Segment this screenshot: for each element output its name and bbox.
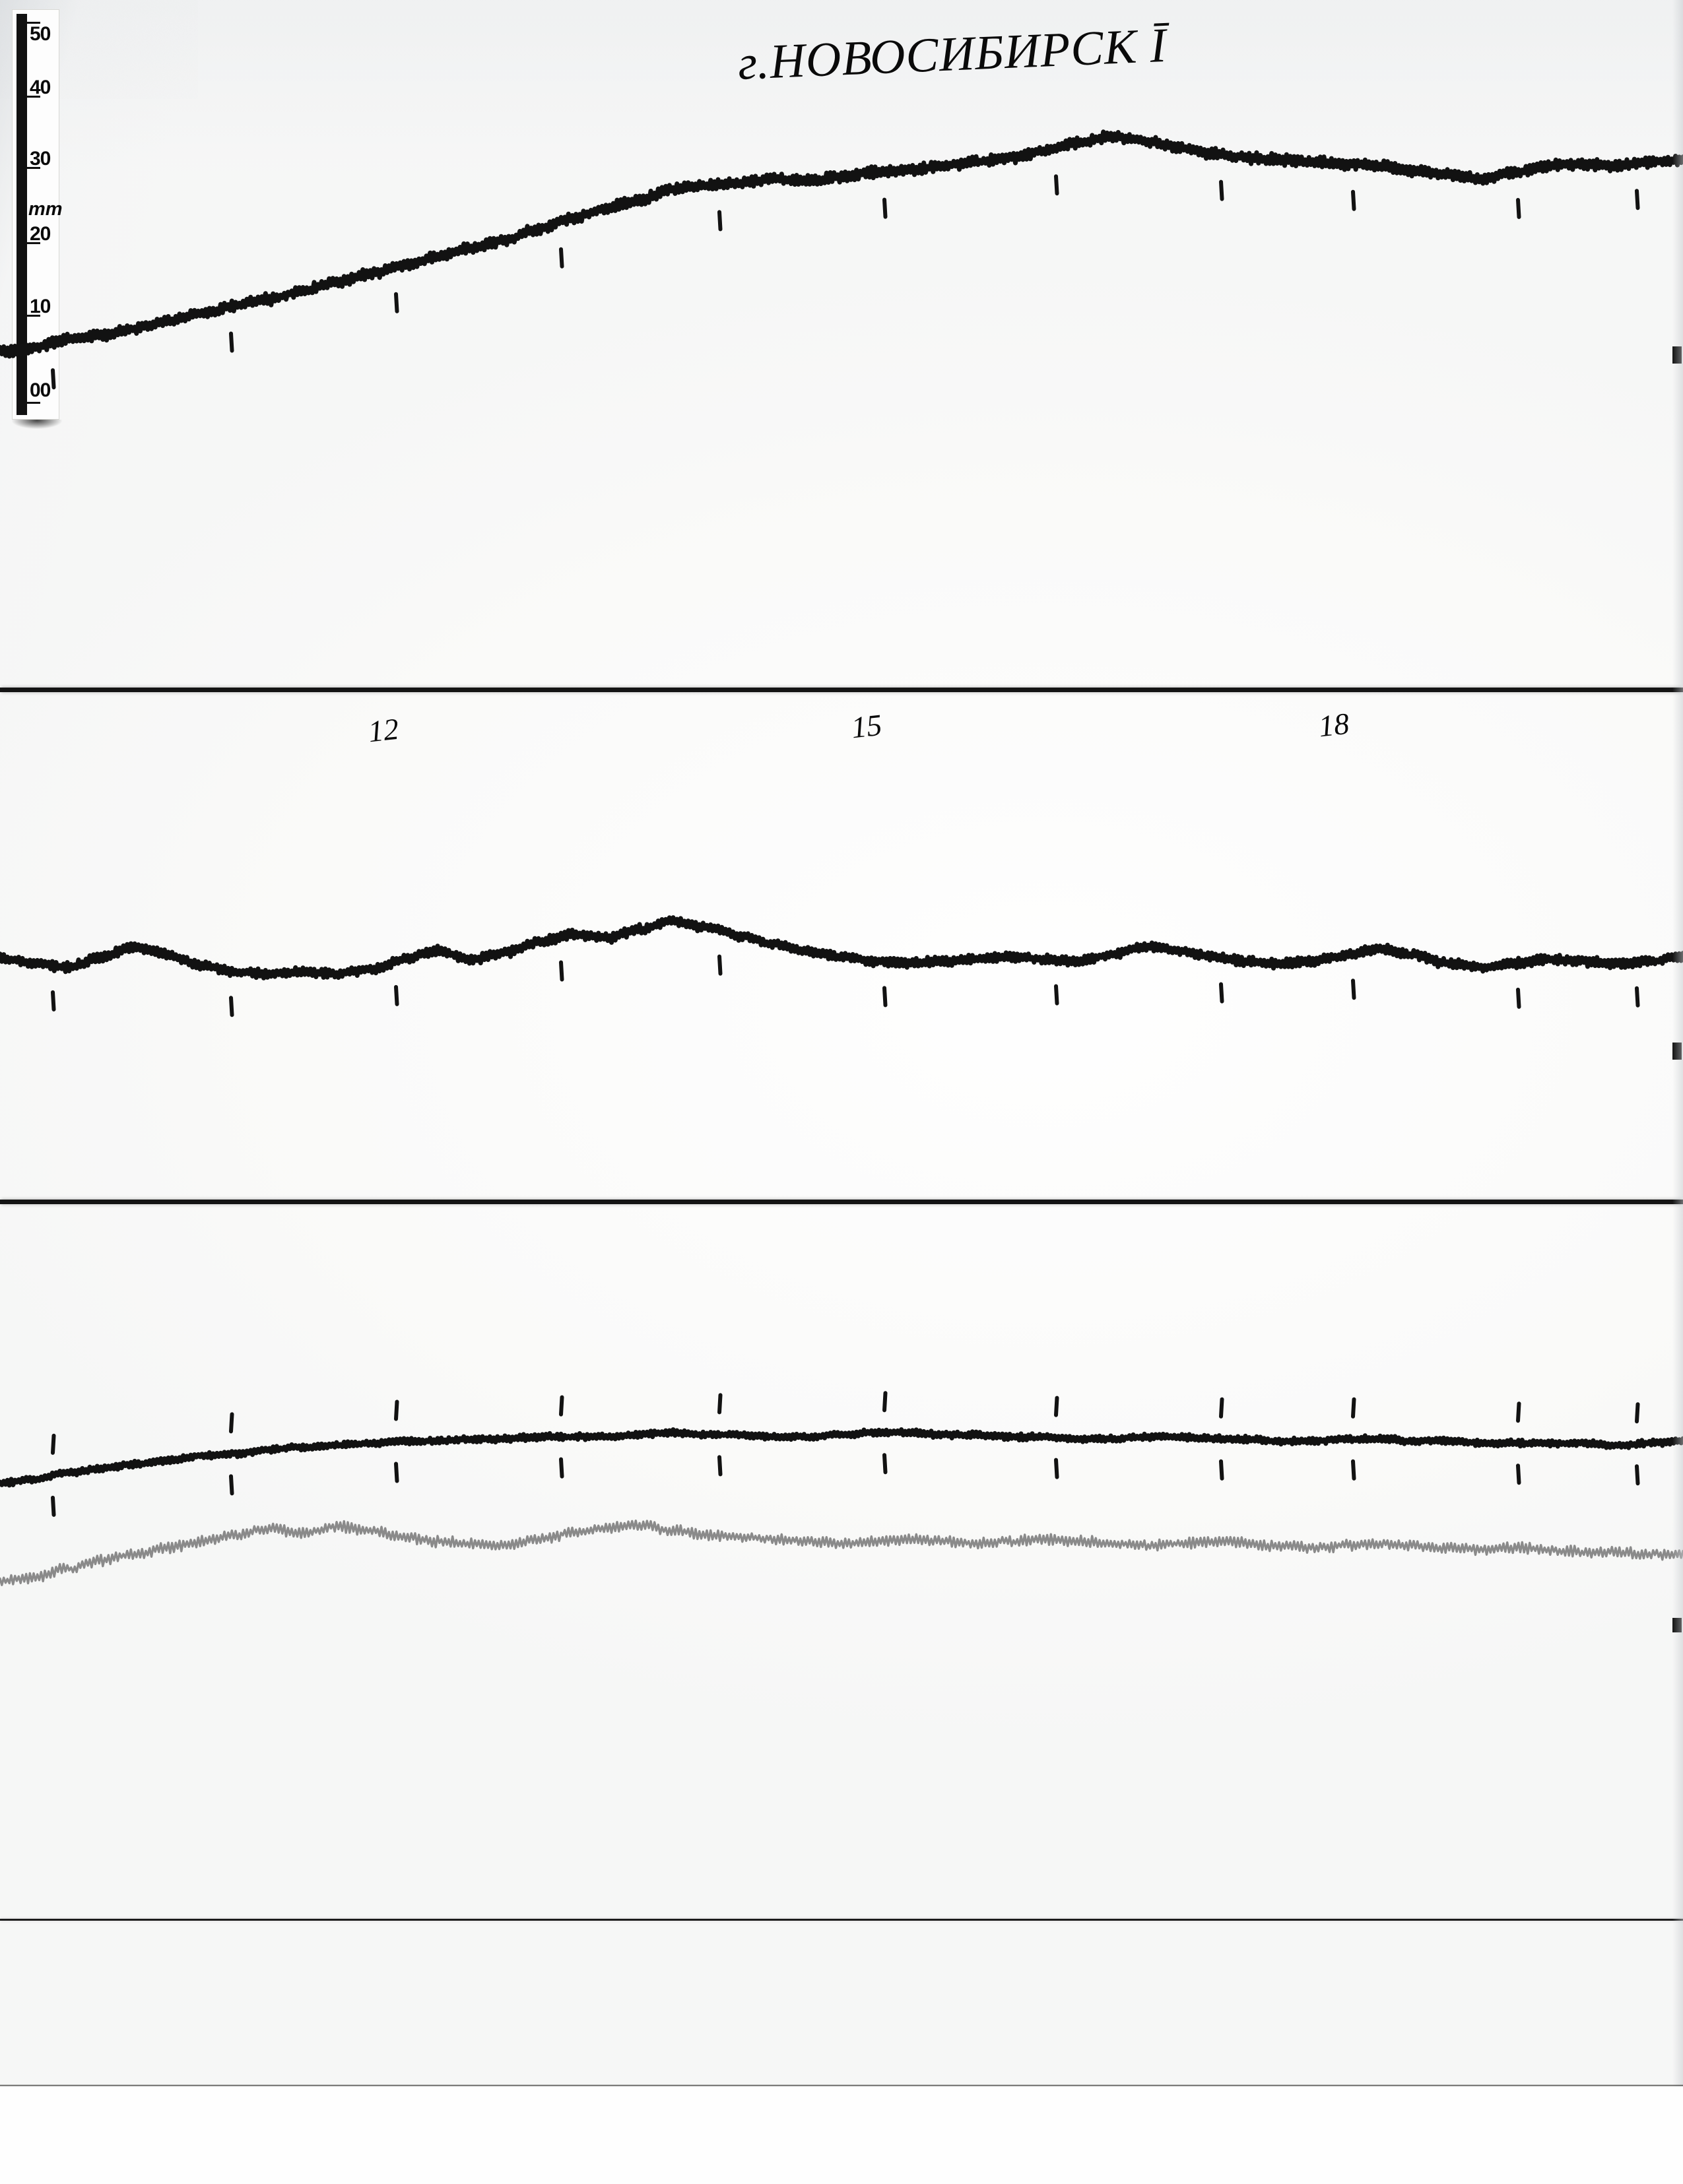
minute-tick — [1351, 979, 1356, 1000]
time-label-18: 18 — [1317, 706, 1351, 744]
scale-label-40: 40 — [30, 77, 51, 98]
minute-tick — [229, 1412, 234, 1434]
minute-tick — [1516, 1463, 1521, 1485]
minute-tick — [394, 292, 399, 313]
scale-label-00: 00 — [30, 379, 51, 401]
panel-separator-1 — [0, 688, 1683, 692]
minute-tick — [1054, 174, 1059, 196]
trace-1-path — [0, 129, 1683, 359]
scale-label-30: 30 — [30, 148, 51, 170]
minute-tick — [229, 996, 234, 1017]
edge-mark — [1672, 346, 1682, 364]
trace-4-faint-path — [0, 1520, 1683, 1586]
minute-tick — [717, 954, 723, 976]
minute-tick — [1516, 197, 1521, 219]
scale-tick-00 — [27, 402, 40, 404]
minute-tick — [882, 986, 888, 1008]
minute-tick — [882, 1453, 888, 1475]
minute-tick — [559, 247, 564, 269]
panel-separator-3 — [0, 1919, 1683, 1921]
minute-tick — [717, 1455, 723, 1477]
minute-tick — [51, 990, 56, 1012]
minute-tick — [1635, 189, 1640, 210]
minute-tick — [51, 1433, 56, 1455]
minute-tick — [882, 197, 888, 219]
minute-tick — [559, 1457, 564, 1479]
panel-separator-2 — [0, 1200, 1683, 1204]
minute-tick — [1351, 189, 1356, 211]
minute-tick — [51, 1495, 56, 1517]
scale-tick-50 — [27, 22, 40, 24]
minute-tick — [1054, 1396, 1059, 1417]
edge-mark — [1672, 1043, 1682, 1060]
millimeter-scale-bar: 50 40 30 mm 20 10 00 — [12, 9, 63, 420]
minute-tick — [1516, 987, 1521, 1009]
minute-tick — [394, 1461, 399, 1483]
scale-tick-40 — [27, 96, 40, 98]
page-title: г.НОВОСИБИРСК Ī — [737, 18, 1168, 91]
minute-tick — [229, 331, 234, 353]
trace-3-path — [0, 1427, 1683, 1488]
minute-tick — [559, 1395, 564, 1417]
right-edge-marks — [1672, 346, 1682, 1632]
paper-bottom-edge — [0, 2084, 1683, 2086]
trace-2-path — [0, 915, 1683, 980]
minute-tick — [229, 1474, 234, 1496]
minute-tick — [1219, 1397, 1224, 1419]
time-label-15: 15 — [849, 707, 884, 745]
minute-tick-marks — [51, 174, 1640, 1517]
minute-tick — [1351, 1459, 1356, 1481]
trace-4-group — [0, 1520, 1683, 1586]
minute-tick — [1351, 1397, 1356, 1419]
trace-3-group — [0, 1427, 1683, 1488]
minute-tick — [1054, 984, 1059, 1006]
trace-1-group — [0, 129, 1683, 359]
minute-tick — [559, 960, 564, 982]
scale-label-50: 50 — [30, 23, 51, 45]
scale-label-10: 10 — [30, 296, 51, 317]
minute-tick — [394, 1399, 399, 1421]
minute-tick — [1635, 1402, 1640, 1424]
minute-tick — [717, 1393, 723, 1415]
scanner-backdrop — [0, 2086, 1683, 2184]
scale-label-20: 20 — [30, 223, 51, 245]
minute-tick — [394, 984, 399, 1006]
minute-tick — [1516, 1401, 1521, 1423]
minute-tick — [1219, 982, 1224, 1004]
edge-mark — [1672, 1618, 1682, 1632]
minute-tick — [1054, 1458, 1059, 1479]
minute-tick — [717, 210, 723, 232]
minute-tick — [882, 1391, 888, 1413]
right-edge-shadow — [1672, 0, 1683, 2184]
scale-bar-spine — [16, 14, 27, 415]
minute-tick — [1219, 1459, 1224, 1481]
minute-tick — [1219, 179, 1224, 201]
trace-2-group — [0, 915, 1683, 980]
minute-tick — [1635, 1464, 1640, 1486]
time-label-12: 12 — [366, 711, 401, 749]
minute-tick — [1635, 986, 1640, 1008]
scale-bar-shadow — [12, 420, 62, 429]
scale-unit-label: mm — [28, 199, 63, 220]
